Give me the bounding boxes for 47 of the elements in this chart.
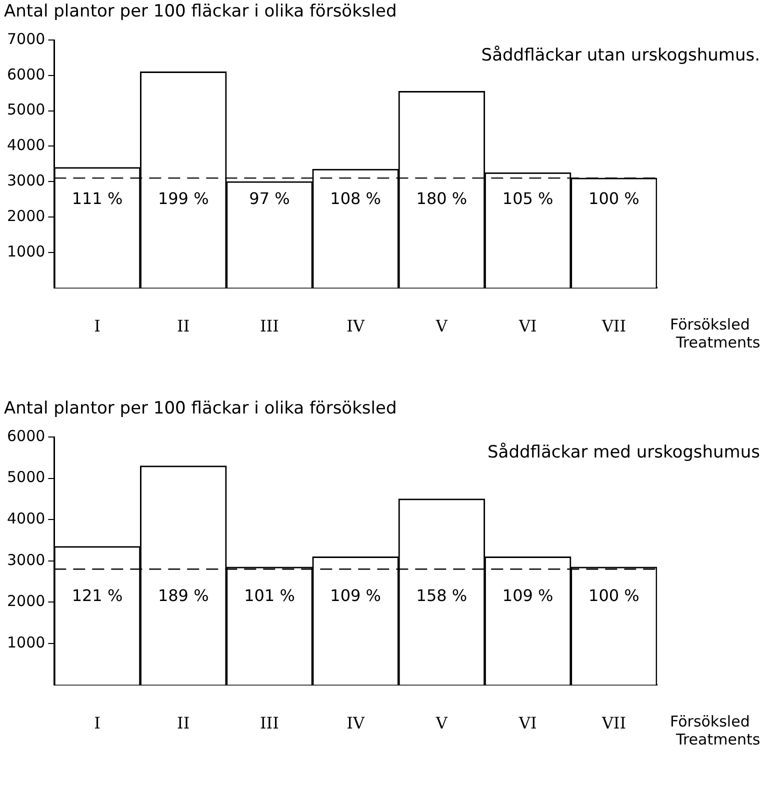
y-axis-title: Antal plantor per 100 fläckar i olika försöksled (4, 398, 397, 418)
x-tick-label: V (434, 316, 448, 336)
x-tick-label: II (177, 316, 190, 336)
y-tick-label: 5000 (6, 468, 46, 486)
y-tick-label: 6000 (6, 65, 46, 84)
x-tick-label: I (94, 316, 100, 336)
annotation: 199 % (158, 188, 209, 208)
y-tick-label: 2000 (6, 206, 46, 225)
annotation: 158 % (416, 586, 468, 605)
x-tick-label: III (260, 714, 279, 733)
y-tick-label: 2000 (6, 592, 46, 610)
y-tick-label: 4000 (6, 509, 46, 528)
x-tick-label: IV (346, 316, 365, 336)
annotation: 97 % (249, 188, 290, 208)
annotation: 100 % (588, 586, 640, 605)
y-tick-label: 1000 (6, 242, 46, 260)
x-axis-title: Försöksled Treatments (670, 316, 760, 352)
annotation: 100 % (588, 188, 640, 208)
x-tick-label: I (94, 714, 100, 733)
annotation: 105 % (502, 188, 554, 208)
y-axis-title: Antal plantor per 100 fläckar i olika försöksled (4, 1, 397, 22)
x-tick-label: V (434, 714, 448, 733)
y-tick-label: 4000 (6, 136, 46, 154)
y-tick-label: 7000 (6, 30, 46, 48)
annotation: 111 % (72, 188, 123, 208)
annotation: 101 % (244, 586, 295, 605)
x-tick-label: VI (518, 316, 537, 336)
annotation: 109 % (330, 586, 381, 605)
y-tick-label: 3000 (6, 550, 46, 569)
y-tick-label: 6000 (6, 426, 46, 445)
x-axis-title: Försöksled Treatments (670, 712, 760, 749)
annotation: 121 % (72, 586, 123, 605)
y-tick-label: 1000 (6, 633, 46, 652)
x-tick-label: IV (346, 714, 365, 733)
chart-title: Såddfläckar utan urskogshumus. (481, 45, 760, 66)
chart-title: Såddfläckar med urskogshumus (488, 442, 760, 462)
y-tick-label: 3000 (6, 171, 46, 190)
x-tick-label: VII (600, 714, 626, 733)
x-tick-label: III (260, 316, 279, 336)
annotation: 109 % (502, 586, 554, 605)
annotation: 108 % (330, 188, 381, 208)
y-tick-label: 5000 (6, 100, 46, 119)
x-tick-label: VII (600, 316, 626, 336)
x-tick-label: II (177, 714, 190, 733)
annotation: 189 % (158, 586, 209, 605)
x-tick-label: VI (518, 714, 537, 733)
annotation: 180 % (416, 188, 468, 208)
